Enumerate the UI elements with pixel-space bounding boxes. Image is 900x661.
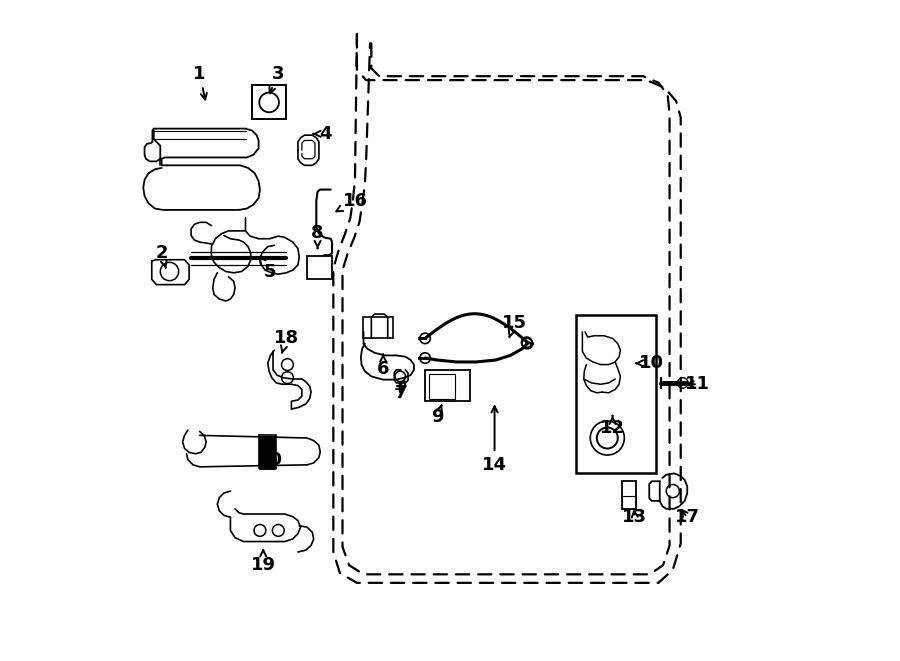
Text: 3: 3 xyxy=(269,65,284,93)
Text: 9: 9 xyxy=(430,405,443,426)
Text: 12: 12 xyxy=(600,416,626,436)
Text: 4: 4 xyxy=(313,125,332,143)
Bar xyxy=(622,481,636,509)
Bar xyxy=(429,373,455,399)
Bar xyxy=(307,256,332,280)
Text: 18: 18 xyxy=(274,329,299,353)
Text: 5: 5 xyxy=(259,257,276,280)
Text: 15: 15 xyxy=(501,313,526,337)
Bar xyxy=(261,438,273,467)
Text: 16: 16 xyxy=(337,192,367,212)
Bar xyxy=(425,369,470,401)
Text: 11: 11 xyxy=(685,375,710,393)
Bar xyxy=(252,85,286,120)
Text: 2: 2 xyxy=(156,244,168,268)
Text: 6: 6 xyxy=(377,354,390,377)
Bar xyxy=(258,436,275,468)
Text: 17: 17 xyxy=(675,508,700,526)
Text: 1: 1 xyxy=(194,65,207,100)
Text: 7: 7 xyxy=(394,378,407,402)
Text: 8: 8 xyxy=(311,225,324,248)
Bar xyxy=(576,315,656,473)
Text: 20: 20 xyxy=(257,446,283,469)
Text: 14: 14 xyxy=(482,407,507,474)
Text: 10: 10 xyxy=(636,354,664,372)
Text: 19: 19 xyxy=(251,550,275,574)
Bar xyxy=(622,496,636,509)
Bar xyxy=(364,317,393,338)
Text: 13: 13 xyxy=(622,508,647,526)
